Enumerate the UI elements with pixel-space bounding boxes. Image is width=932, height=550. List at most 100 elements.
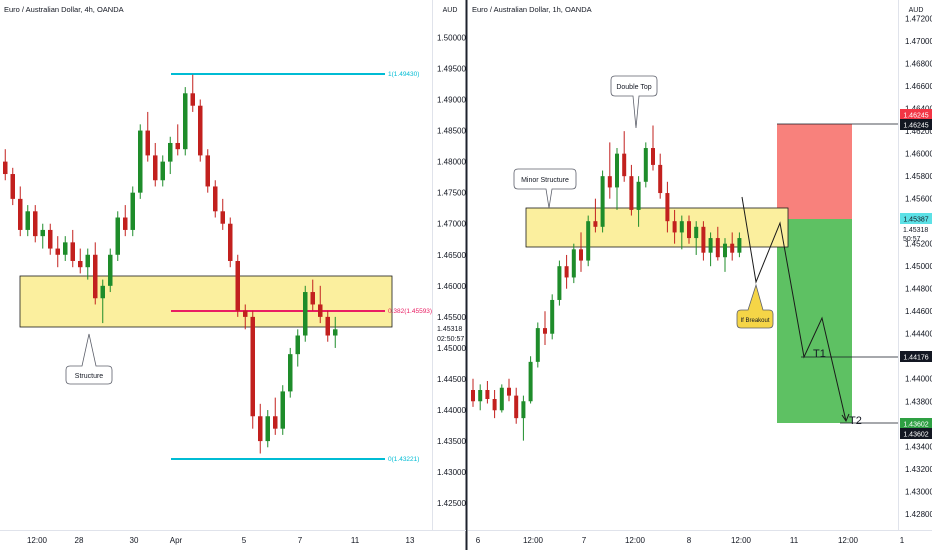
left-candle bbox=[145, 111, 150, 162]
left-candle-body bbox=[100, 285, 105, 299]
right-price-tick: 1.46200 bbox=[905, 127, 932, 136]
left-candle bbox=[138, 124, 143, 199]
right-candle bbox=[571, 243, 576, 284]
left-time-tick: 30 bbox=[130, 536, 139, 545]
left-price-axis[interactable]: 1.50000 1.49500 1.49000 1.48500 1.48000 1.475… bbox=[437, 33, 466, 508]
fib-level-0-label: 0(1.43221) bbox=[388, 456, 419, 463]
right-time-tick: 12:00 bbox=[523, 536, 544, 545]
right-candle-body bbox=[557, 266, 562, 300]
left-chart[interactable]: 1(1.49430) 0.382(1.45593) 0(1.43221) Str… bbox=[3, 71, 432, 463]
stop-loss-zone[interactable] bbox=[777, 124, 852, 219]
left-candle-body bbox=[183, 93, 188, 150]
right-candle bbox=[579, 232, 583, 272]
left-candle-body bbox=[48, 229, 53, 249]
left-candle bbox=[228, 217, 233, 268]
right-chart-title: Euro / Australian Dollar, 1h, OANDA bbox=[472, 5, 592, 14]
left-price-tick: 1.49500 bbox=[437, 64, 466, 73]
right-candle bbox=[507, 378, 511, 402]
structure-zone[interactable] bbox=[19, 275, 393, 328]
left-candle bbox=[10, 167, 15, 206]
left-candle-body bbox=[175, 142, 180, 150]
left-candle bbox=[213, 180, 218, 218]
left-candle bbox=[33, 205, 38, 243]
left-candle bbox=[250, 310, 255, 429]
right-candle-body bbox=[521, 401, 526, 419]
left-price-tick: 1.44500 bbox=[437, 375, 466, 384]
right-price-tick: 1.45000 bbox=[905, 262, 932, 271]
left-candle bbox=[48, 223, 53, 255]
right-candle bbox=[535, 322, 540, 368]
right-countdown: 50:57 bbox=[903, 236, 921, 243]
right-price-tick: 1.45200 bbox=[905, 240, 932, 249]
right-candle-body bbox=[485, 390, 490, 400]
right-time-axis[interactable]: 6 12:00 7 12:00 8 12:00 11 12:00 1 bbox=[476, 536, 905, 545]
t2-tag-b-text: 1.43602 bbox=[903, 432, 928, 439]
right-candle bbox=[600, 170, 605, 233]
left-candle-body bbox=[93, 254, 98, 299]
right-last-price: 1.45318 bbox=[903, 227, 928, 234]
left-candle-body bbox=[130, 192, 135, 230]
left-time-axis[interactable]: 12:00 28 30 Apr 5 7 11 13 bbox=[27, 536, 415, 545]
left-candle-body bbox=[288, 354, 293, 392]
t1-tag bbox=[900, 351, 932, 362]
left-candles bbox=[3, 74, 338, 454]
right-price-tick: 1.44800 bbox=[905, 285, 932, 294]
left-price-tick: 1.45500 bbox=[437, 313, 466, 322]
left-candle bbox=[288, 347, 293, 398]
left-price-tick: 1.47000 bbox=[437, 220, 466, 229]
right-candle bbox=[543, 311, 547, 345]
left-candle bbox=[115, 211, 120, 261]
right-price-axis[interactable]: 1.472001.470001.468001.466001.464001.462… bbox=[905, 15, 932, 519]
right-candle bbox=[514, 387, 519, 424]
right-candle-body bbox=[586, 221, 591, 261]
right-chart[interactable]: T1 T2 Double Top Minor Structure If Brea… bbox=[471, 75, 898, 441]
left-candle-body bbox=[303, 292, 308, 336]
t1-label: T1 bbox=[813, 348, 826, 360]
left-candle bbox=[280, 385, 285, 435]
left-candle-body bbox=[108, 254, 113, 286]
left-candle-body bbox=[273, 416, 278, 429]
left-price-tick: 1.44000 bbox=[437, 406, 466, 415]
left-candle-body bbox=[310, 292, 315, 305]
right-candle-body bbox=[478, 390, 483, 402]
right-candle bbox=[471, 378, 475, 407]
left-candle bbox=[243, 304, 248, 330]
right-candle-body bbox=[715, 238, 720, 258]
right-price-tick: 1.43200 bbox=[905, 465, 932, 474]
left-candle-body bbox=[33, 211, 38, 237]
right-price-tick: 1.44400 bbox=[905, 330, 932, 339]
right-candle-body bbox=[651, 148, 655, 165]
right-candle bbox=[615, 148, 619, 210]
left-candle-body bbox=[243, 310, 248, 317]
right-time-tick: 1 bbox=[900, 536, 905, 545]
left-candle bbox=[325, 310, 330, 342]
right-candle bbox=[499, 384, 504, 413]
left-candle bbox=[273, 397, 278, 435]
minor-structure-callout bbox=[513, 168, 577, 209]
t2-tag-a bbox=[900, 418, 932, 429]
right-candle-body bbox=[636, 181, 641, 210]
right-candle-body bbox=[471, 390, 475, 402]
left-time-tick: 13 bbox=[406, 536, 415, 545]
right-candle bbox=[651, 125, 655, 171]
minor-structure-zone[interactable] bbox=[525, 207, 789, 248]
left-candle bbox=[153, 142, 158, 187]
left-time-tick: 28 bbox=[75, 536, 84, 545]
left-candle bbox=[235, 254, 240, 317]
left-candle bbox=[130, 186, 135, 237]
right-candle-body bbox=[687, 221, 691, 239]
left-time-tick: Apr bbox=[170, 536, 183, 545]
right-candle bbox=[708, 232, 713, 267]
right-candle bbox=[701, 221, 706, 261]
left-candle bbox=[3, 149, 8, 181]
left-candle bbox=[205, 149, 210, 193]
fib-level-1-label: 1(1.49430) bbox=[388, 71, 419, 78]
left-last-price: 1.45318 bbox=[437, 326, 462, 333]
t1-tag-text: 1.44176 bbox=[903, 355, 928, 362]
right-price-tick: 1.47200 bbox=[905, 15, 932, 24]
left-candle bbox=[310, 279, 315, 311]
breakout-text: If Breakout bbox=[740, 318, 769, 324]
left-candle-body bbox=[325, 316, 330, 336]
target-zone[interactable] bbox=[777, 219, 852, 423]
right-candle-body bbox=[564, 266, 569, 278]
